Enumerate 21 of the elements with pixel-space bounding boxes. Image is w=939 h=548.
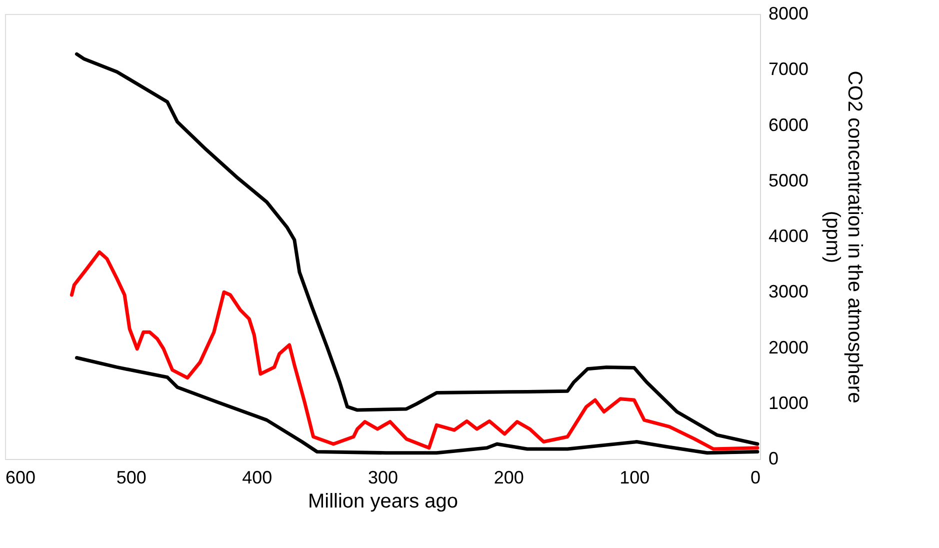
x-tick-label: 500 bbox=[116, 468, 146, 488]
y-tick-label: 3000 bbox=[768, 282, 809, 302]
y-axis-title: CO2 concentration in the atmosphere (ppm) bbox=[822, 70, 866, 404]
x-tick-label: 400 bbox=[242, 468, 272, 488]
line-series bbox=[74, 356, 760, 455]
y-tick-label: 0 bbox=[768, 448, 779, 468]
x-tick-label: 0 bbox=[750, 468, 760, 488]
x-tick-label: 100 bbox=[620, 468, 650, 488]
y-tick-label: 1000 bbox=[768, 392, 809, 413]
y-tick-label: 2000 bbox=[768, 337, 809, 358]
line-series bbox=[70, 250, 760, 451]
x-tick-label: 300 bbox=[368, 468, 398, 488]
y-tick-label: 6000 bbox=[768, 114, 809, 135]
x-axis-title: Million years ago bbox=[308, 490, 458, 512]
x-tick-label: 600 bbox=[6, 468, 36, 488]
y-tick-label: 4000 bbox=[768, 226, 809, 246]
y-tick-label: 7000 bbox=[768, 59, 809, 80]
y-tick-label: 5000 bbox=[768, 170, 809, 190]
x-tick-label: 200 bbox=[494, 468, 524, 488]
line-series bbox=[74, 52, 760, 446]
y-tick-label: 8000 bbox=[768, 4, 809, 24]
